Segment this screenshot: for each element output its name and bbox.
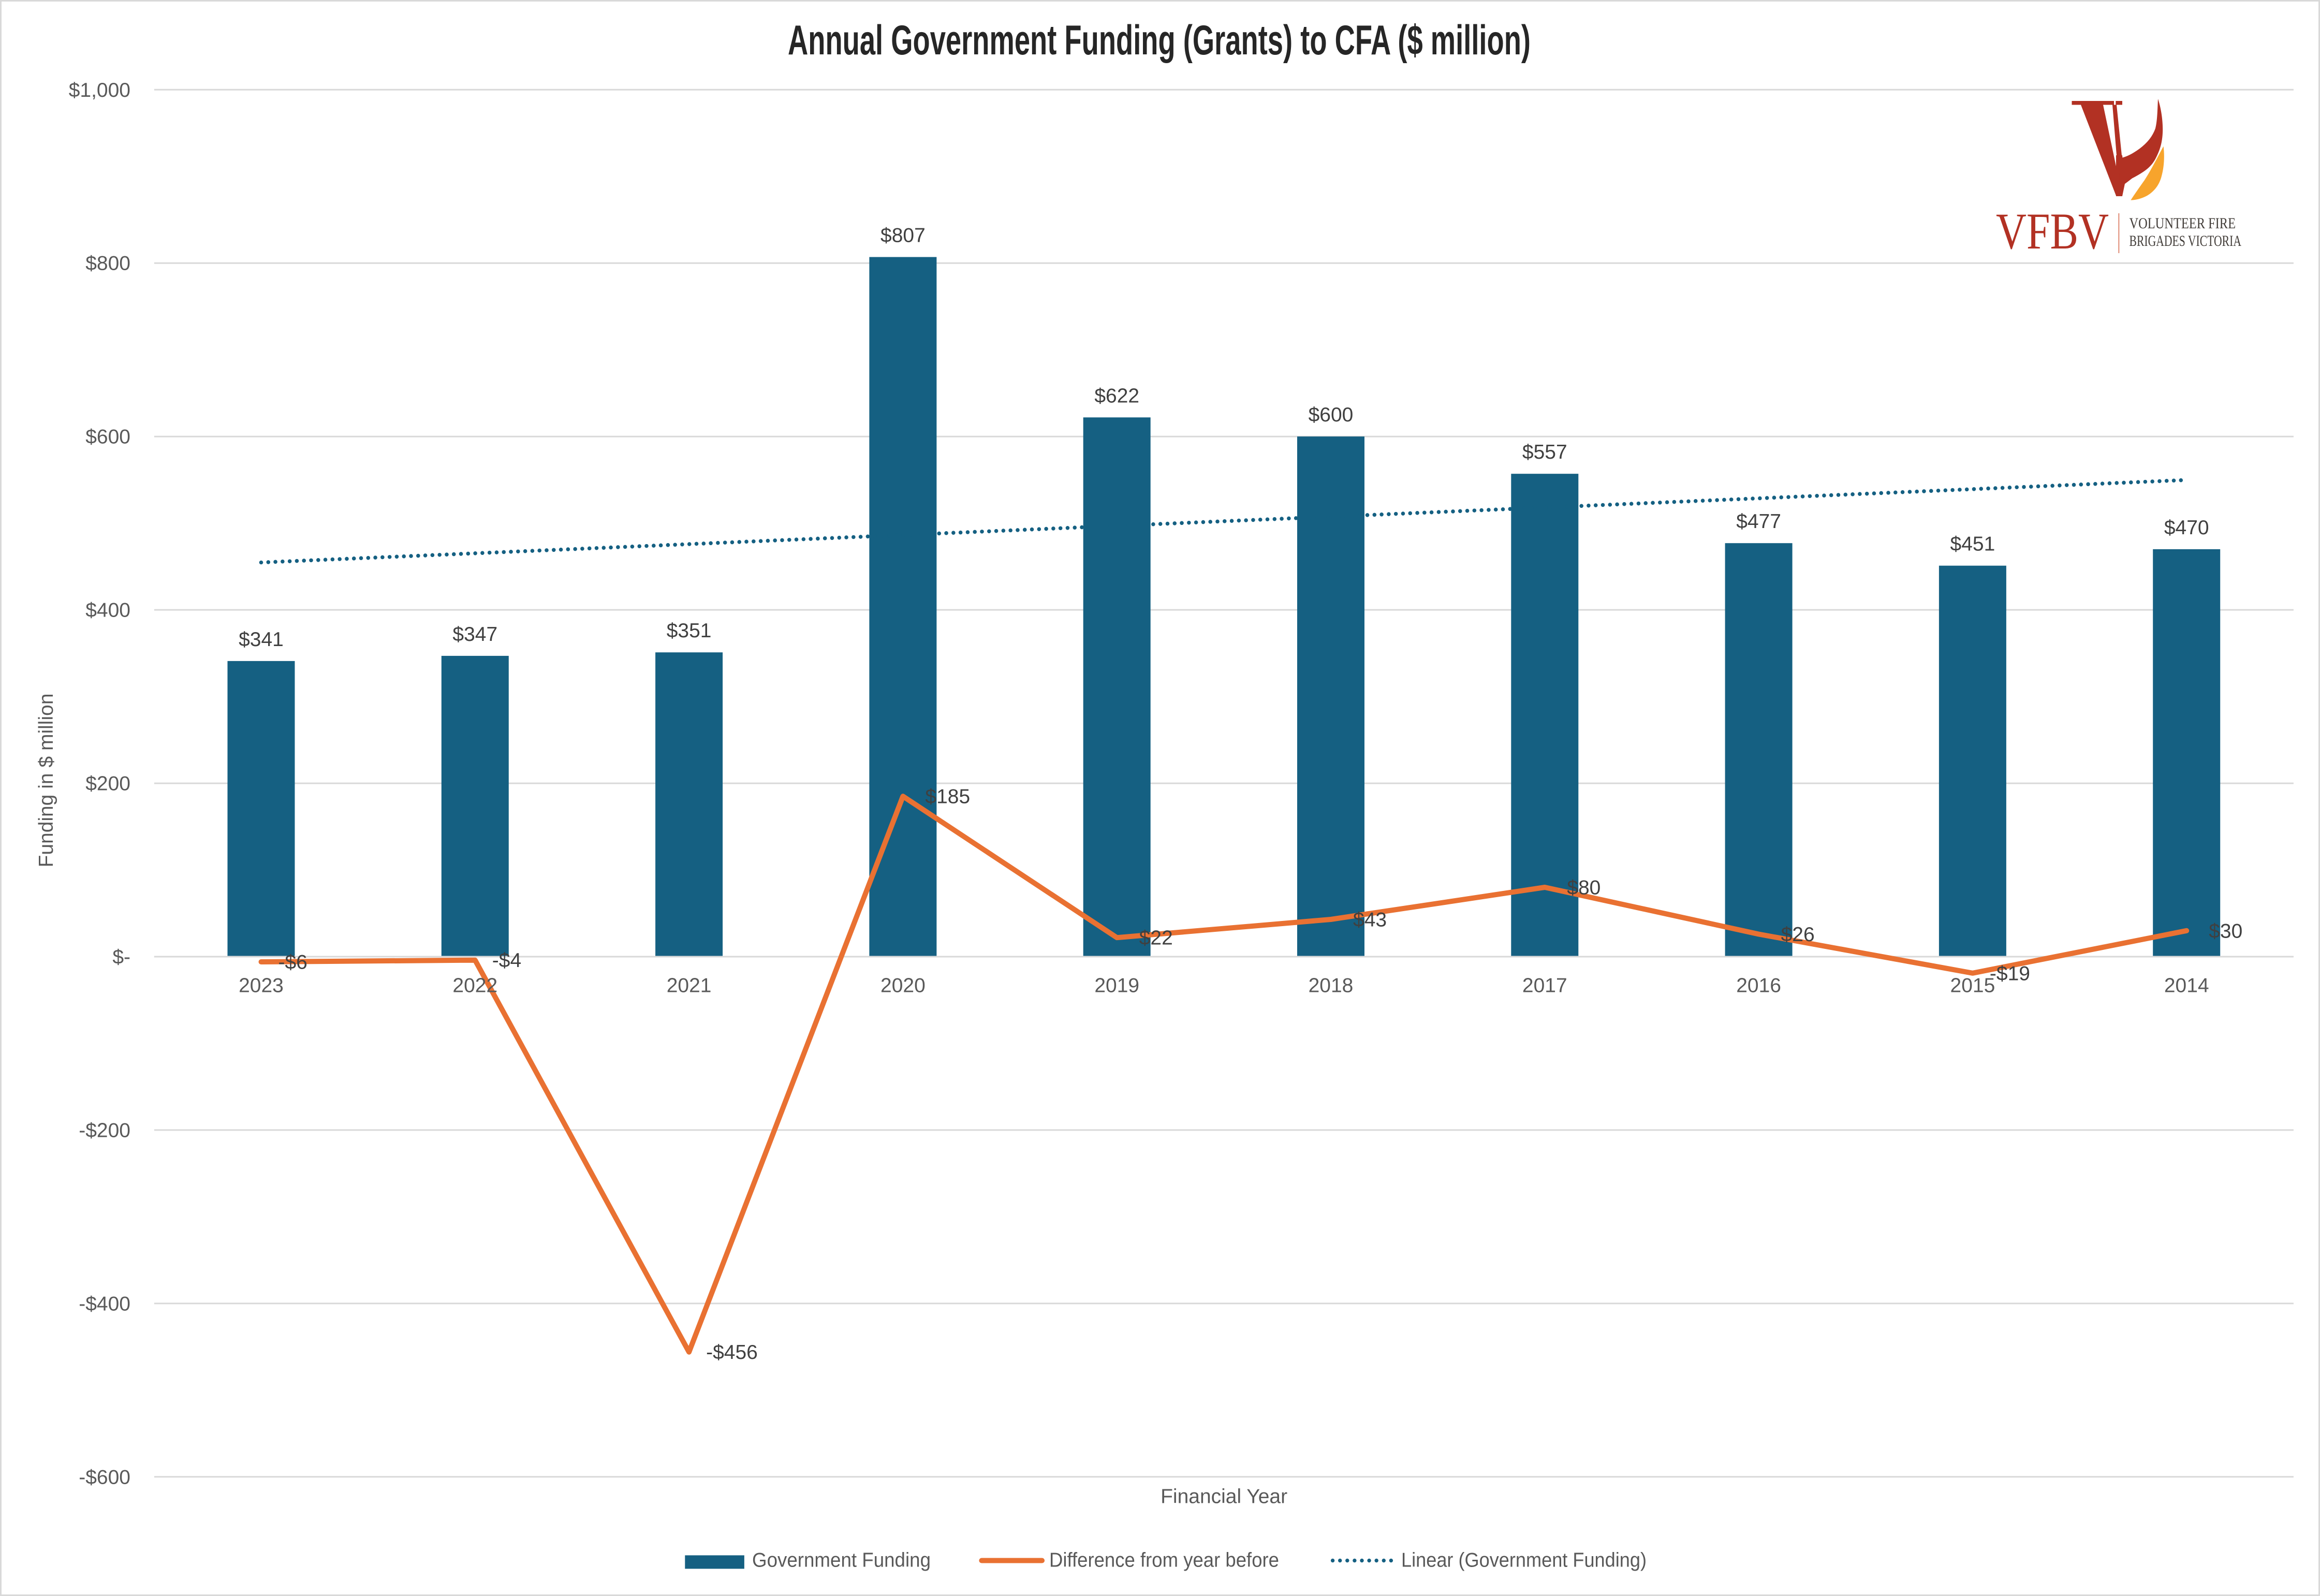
svg-text:$600: $600 — [85, 426, 130, 448]
svg-text:$470: $470 — [2164, 517, 2209, 539]
svg-text:Funding in $ million: Funding in $ million — [35, 693, 57, 867]
svg-text:$622: $622 — [1094, 385, 1139, 407]
svg-text:Linear (Government Funding): Linear (Government Funding) — [1401, 1549, 1647, 1571]
svg-text:$26: $26 — [1781, 924, 1815, 946]
svg-text:$477: $477 — [1736, 510, 1781, 533]
svg-text:$185: $185 — [925, 786, 970, 808]
svg-text:$807: $807 — [880, 225, 926, 247]
svg-text:2015: 2015 — [1950, 974, 1995, 997]
svg-text:$22: $22 — [1139, 927, 1173, 949]
svg-text:-$456: -$456 — [706, 1341, 758, 1364]
svg-text:BRIGADES VICTORIA: BRIGADES VICTORIA — [2130, 232, 2242, 250]
svg-text:2021: 2021 — [667, 974, 712, 997]
svg-text:-$600: -$600 — [79, 1466, 130, 1488]
svg-text:2016: 2016 — [1736, 974, 1781, 997]
svg-text:-$6: -$6 — [278, 951, 307, 974]
svg-text:$80: $80 — [1567, 877, 1600, 899]
svg-text:Financial Year: Financial Year — [1161, 1485, 1287, 1507]
svg-text:Annual Government Funding (Gra: Annual Government Funding (Grants) to CF… — [788, 17, 1531, 64]
svg-text:Government Funding: Government Funding — [752, 1549, 931, 1571]
svg-text:$800: $800 — [85, 253, 130, 275]
svg-text:$400: $400 — [85, 599, 130, 622]
svg-text:$600: $600 — [1309, 404, 1354, 426]
svg-text:$30: $30 — [2209, 920, 2242, 942]
svg-text:$43: $43 — [1353, 909, 1387, 931]
svg-text:$347: $347 — [452, 623, 497, 646]
svg-text:2023: 2023 — [239, 974, 284, 997]
svg-text:VFBV: VFBV — [1996, 202, 2109, 260]
svg-text:-$200: -$200 — [79, 1119, 130, 1141]
svg-text:Difference from year before: Difference from year before — [1049, 1549, 1279, 1571]
svg-text:2017: 2017 — [1522, 974, 1567, 997]
svg-text:VOLUNTEER FIRE: VOLUNTEER FIRE — [2130, 215, 2236, 232]
svg-text:$557: $557 — [1522, 441, 1567, 463]
svg-text:$341: $341 — [239, 628, 284, 651]
svg-text:-$4: -$4 — [492, 949, 521, 972]
svg-text:2018: 2018 — [1309, 974, 1354, 997]
svg-text:2014: 2014 — [2164, 974, 2209, 997]
svg-text:-$400: -$400 — [79, 1293, 130, 1315]
svg-text:$451: $451 — [1950, 533, 1995, 555]
svg-text:2019: 2019 — [1094, 974, 1139, 997]
svg-text:$200: $200 — [85, 773, 130, 795]
svg-text:$-: $- — [112, 946, 130, 969]
svg-text:$351: $351 — [667, 620, 712, 642]
svg-text:2022: 2022 — [452, 974, 497, 997]
svg-text:2020: 2020 — [880, 974, 926, 997]
svg-text:-$19: -$19 — [1990, 962, 2030, 985]
svg-text:$1,000: $1,000 — [69, 79, 130, 101]
